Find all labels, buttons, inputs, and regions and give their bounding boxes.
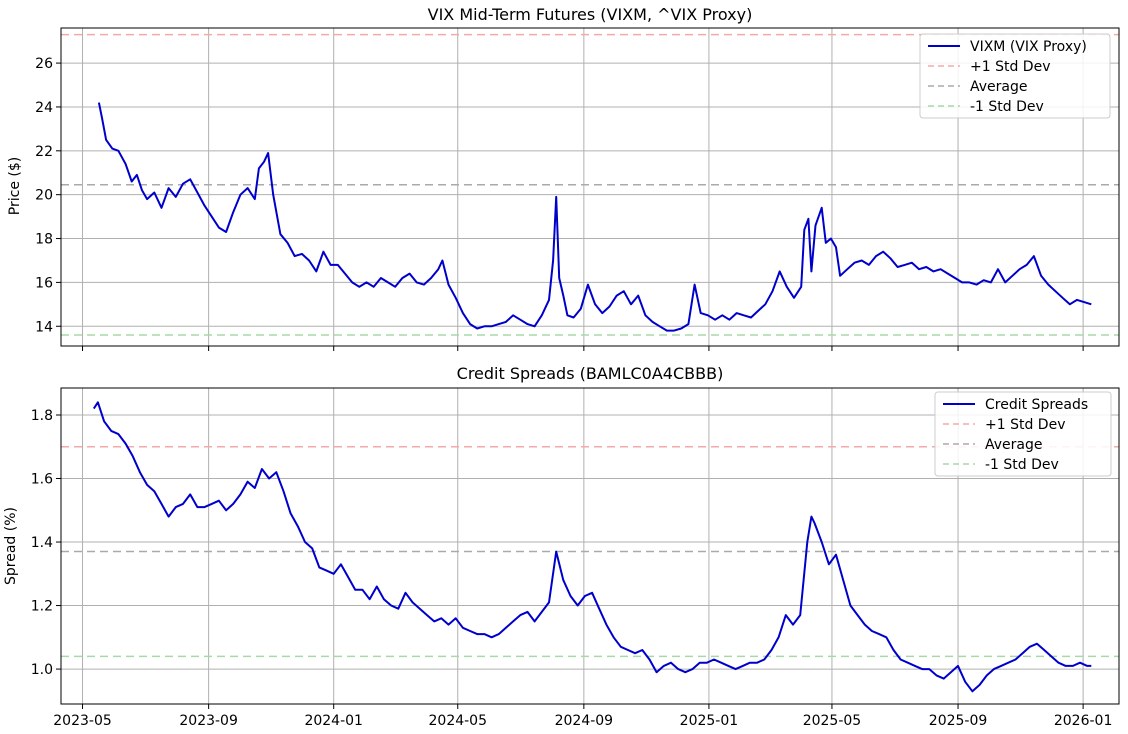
credit-spread-x-tick-label: 2025-05 xyxy=(803,713,862,729)
credit-spread-legend-entry: Average xyxy=(985,437,1043,453)
credit-spread-legend-entry: Credit Spreads xyxy=(985,397,1088,413)
vixm-legend-entry: VIXM (VIX Proxy) xyxy=(970,39,1087,55)
vixm-y-tick-label: 24 xyxy=(35,100,53,116)
vixm-legend: VIXM (VIX Proxy) +1 Std Dev Average -1 Std … xyxy=(919,33,1111,119)
vixm-y-tick-label: 14 xyxy=(35,319,53,335)
vixm-legend-entry: -1 Std Dev xyxy=(970,99,1044,115)
credit-spread-y-tick-label: 1.6 xyxy=(31,472,53,488)
vixm-y-ticks: 14 16 18 20 22 24 26 xyxy=(35,56,61,335)
credit-spread-x-tick-label: 2024-01 xyxy=(304,713,363,729)
vixm-y-tick-label: 26 xyxy=(35,56,53,72)
credit-spread-y-axis-label: Spread (%) xyxy=(3,507,19,585)
vixm-gridlines xyxy=(61,28,1119,346)
credit-spread-x-ticks: 2023-05 2023-09 2024-01 2024-05 2024-09 2025-… xyxy=(53,704,1112,729)
credit-spread-x-tick-label: 2026-01 xyxy=(1054,713,1113,729)
vixm-y-tick-label: 18 xyxy=(35,232,53,248)
credit-spread-chart-title: Credit Spreads (BAMLC0A4CBBB) xyxy=(457,364,724,383)
credit-spread-plot-frame xyxy=(60,387,1120,705)
credit-spread-legend-entry: +1 Std Dev xyxy=(985,417,1065,433)
credit-spread-legend: Credit Spreads +1 Std Dev Average -1 Std De… xyxy=(934,391,1112,477)
vixm-legend-entry: +1 Std Dev xyxy=(970,59,1050,75)
vixm-x-ticks xyxy=(82,346,1084,351)
credit-spread-x-tick-label: 2024-09 xyxy=(555,713,614,729)
credit-spread-y-tick-label: 1.0 xyxy=(31,662,53,678)
vixm-series-vixm-vix-proxy-line xyxy=(97,102,1092,332)
vixm-y-axis-label: Price ($) xyxy=(7,157,23,215)
credit-spread-legend-entry: -1 Std Dev xyxy=(985,457,1059,473)
vixm-y-tick-label: 22 xyxy=(35,144,53,160)
credit-spread-legend-box xyxy=(934,391,1112,477)
credit-spread-y-tick-label: 1.2 xyxy=(31,599,53,615)
vixm-plot-frame xyxy=(60,27,1120,347)
credit-spread-reference-lines xyxy=(61,446,1119,658)
credit-spread-x-tick-label: 2025-01 xyxy=(680,713,739,729)
credit-spread-x-tick-label: 2025-09 xyxy=(929,713,988,729)
vixm-legend-box xyxy=(919,33,1111,119)
credit-spread-x-tick-label: 2024-05 xyxy=(429,713,488,729)
credit-spread-y-ticks: 1.0 1.2 1.4 1.6 1.8 xyxy=(31,408,61,678)
vixm-series xyxy=(97,102,1092,332)
credit-spread-x-tick-label: 2023-05 xyxy=(53,713,112,729)
vixm-y-tick-label: 20 xyxy=(35,188,53,204)
credit-spread-panel: Credit Spreads (BAMLC0A4CBBB) Spread (%)… xyxy=(3,364,1120,729)
vixm-chart-title: VIX Mid-Term Futures (VIXM, ^VIX Proxy) xyxy=(428,5,753,24)
vixm-y-tick-label: 16 xyxy=(35,275,53,291)
credit-spread-series xyxy=(92,401,1092,693)
vixm-legend-entry: Average xyxy=(970,79,1028,95)
vixm-reference-lines xyxy=(61,33,1119,336)
credit-spread-x-tick-label: 2023-09 xyxy=(179,713,238,729)
credit-spread-y-tick-label: 1.4 xyxy=(31,535,53,551)
credit-spread-series-credit-spreads-line xyxy=(92,401,1092,693)
credit-spread-y-tick-label: 1.8 xyxy=(31,408,53,424)
vixm-panel: VIX Mid-Term Futures (VIXM, ^VIX Proxy) … xyxy=(7,5,1120,351)
